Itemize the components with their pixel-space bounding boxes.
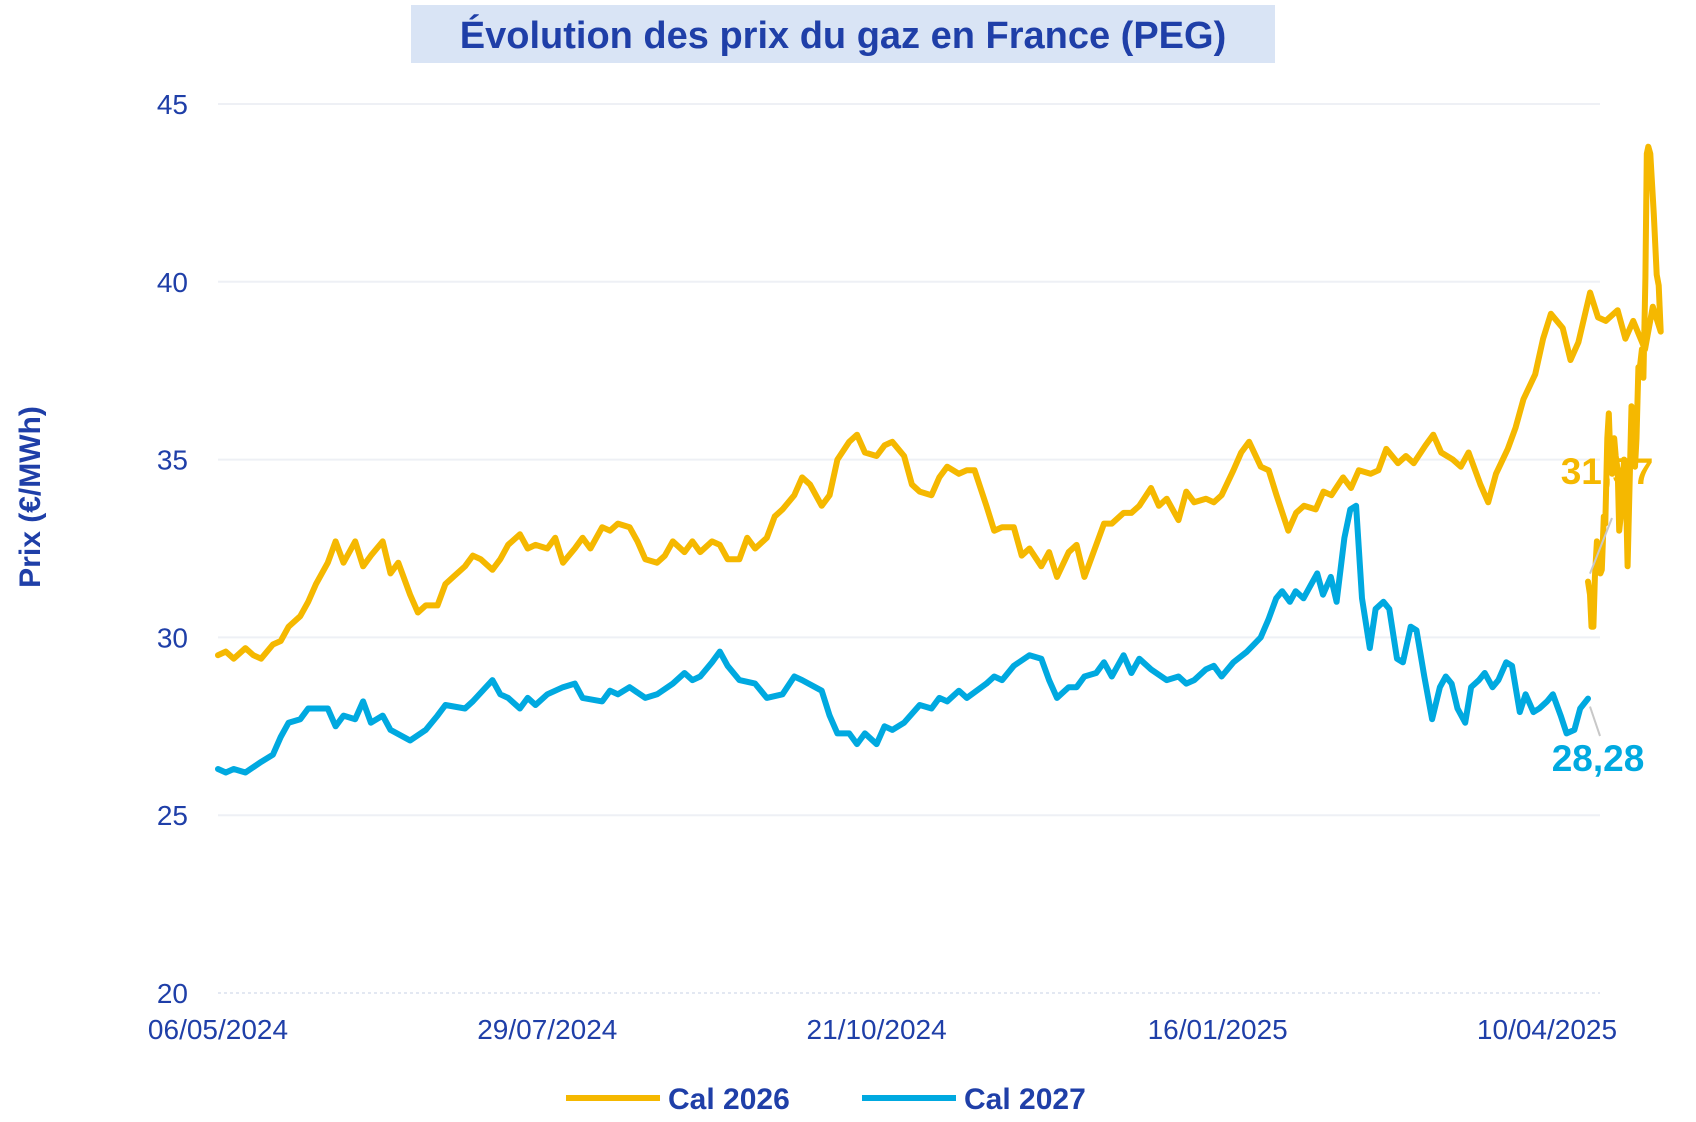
legend-label-cal-2027[interactable]: Cal 2027 [964,1083,1086,1116]
x-tick-label: 16/01/2025 [1148,1014,1288,1045]
x-tick-label: 29/07/2024 [477,1014,617,1045]
x-tick-label: 10/04/2025 [1477,1014,1617,1045]
series-line-cal-2026 [215,143,1664,662]
legend-label-cal-2026[interactable]: Cal 2026 [668,1083,790,1116]
end-label-cal-2027: 28,28 [1552,738,1645,779]
end-label-leader [1589,517,1613,574]
y-tick-label: 40 [157,267,188,298]
end-label-leader [1589,706,1601,737]
x-tick-label: 21/10/2024 [807,1014,947,1045]
y-axis-ticks: 20 25 30 35 40 45 [157,89,188,1009]
chart-title: Évolution des prix du gaz en France (PEG… [460,13,1226,57]
series-lines [215,143,1664,776]
y-tick-label: 35 [157,445,188,476]
x-axis-ticks: 06/05/2024 29/07/2024 21/10/2024 16/01/2025… [148,1014,1617,1045]
end-label-cal-2026: 31,57 [1561,451,1654,492]
y-tick-label: 30 [157,622,188,653]
end-labels: 31,57 28,28 [1552,451,1654,779]
x-tick-label: 06/05/2024 [148,1014,288,1045]
y-tick-label: 20 [157,978,188,1009]
title-background [411,5,1275,63]
legend: Cal 2026 Cal 2027 [566,1083,1086,1116]
y-tick-label: 25 [157,800,188,831]
y-tick-label: 45 [157,89,188,120]
gridlines [218,103,1600,994]
series-line-cal-2027 [215,502,1591,776]
y-axis-label: Prix (€/MWh) [14,406,47,588]
